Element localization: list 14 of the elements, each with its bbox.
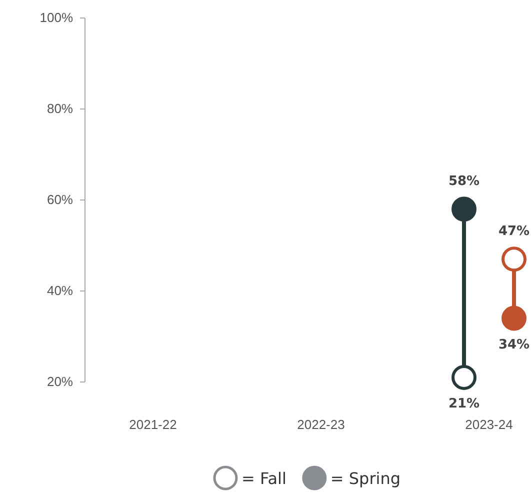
y-tick-label: 20%: [46, 374, 74, 390]
x-tick-label: 2021-22: [129, 417, 177, 432]
data-label: 34%: [498, 337, 530, 352]
y-tick-label: 60%: [46, 192, 74, 208]
x-tick-label: 2023-24: [465, 417, 513, 432]
text: = Fall: [241, 469, 286, 488]
data-label: 47%: [498, 224, 530, 240]
x-tick-label: 2022-23: [297, 417, 345, 432]
y-tick-label: 80%: [46, 101, 74, 116]
data-label: 58%: [448, 174, 480, 190]
y-tick-label: 40%: [46, 283, 74, 298]
y-tick-label: 100%: [40, 10, 74, 26]
data-label: 21%: [448, 396, 480, 412]
text: = Spring: [330, 469, 401, 488]
